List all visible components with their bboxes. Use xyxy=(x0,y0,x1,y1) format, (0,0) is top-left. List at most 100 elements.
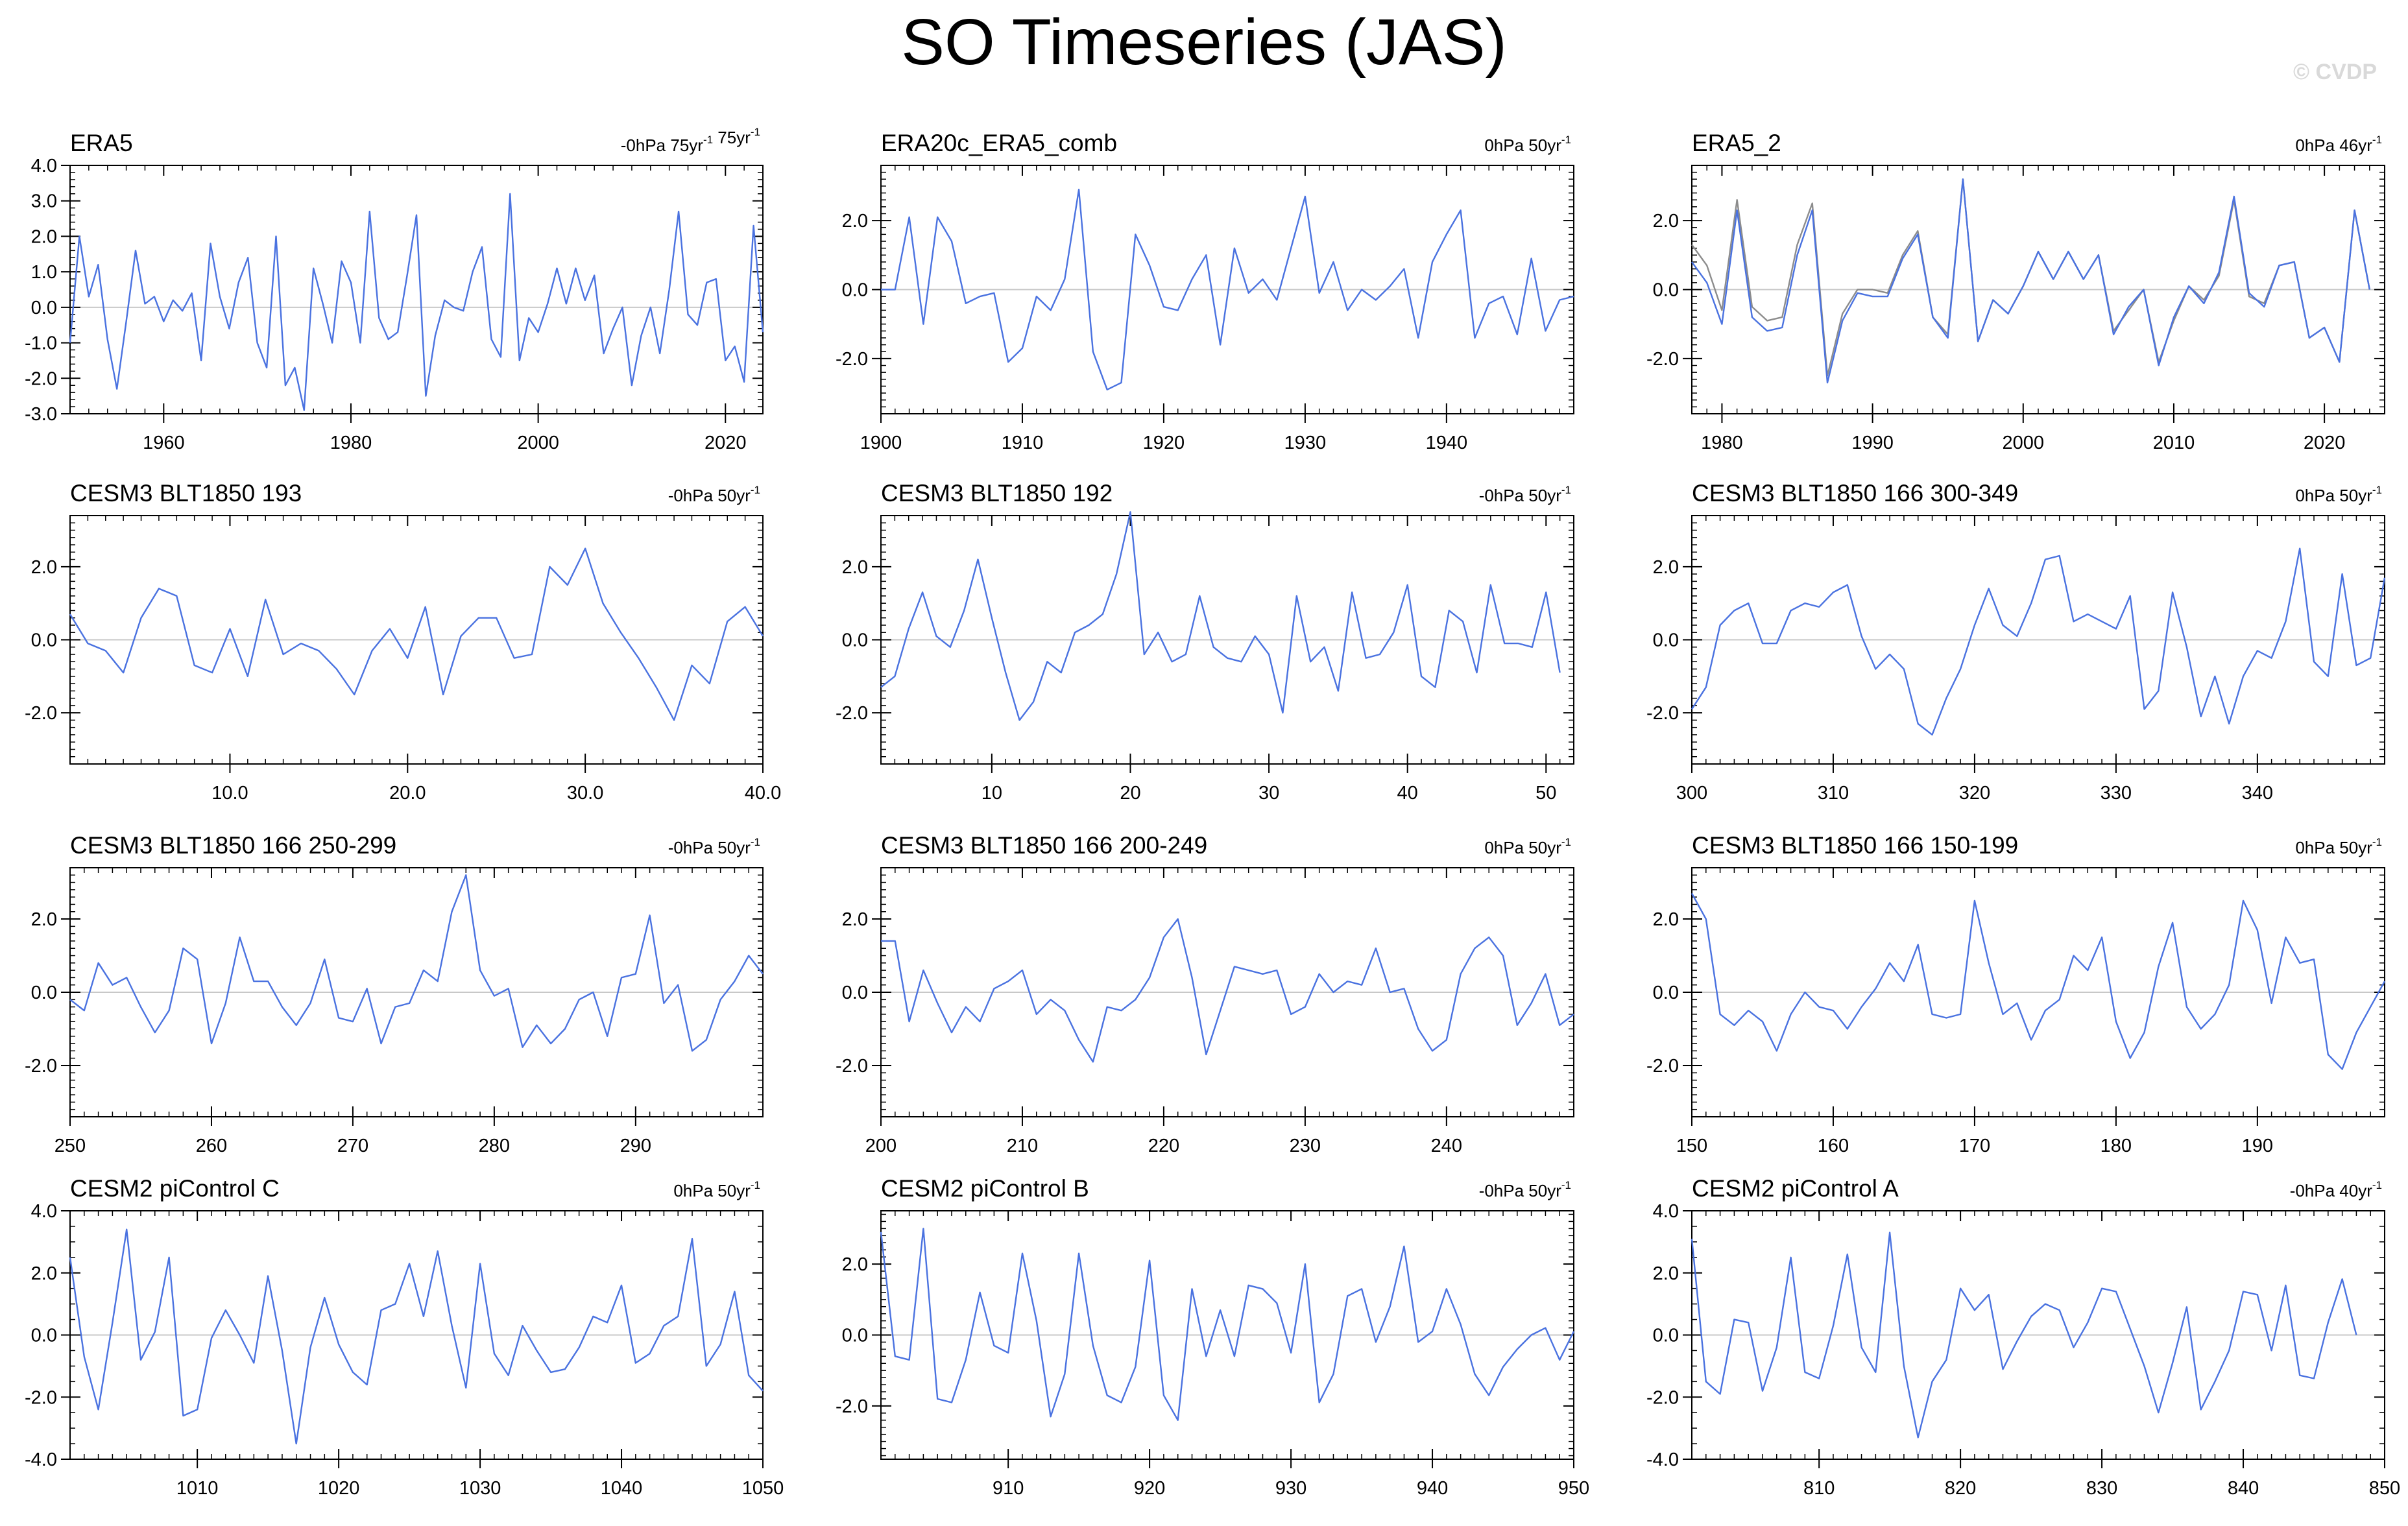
x-tick-label: 260 xyxy=(196,1136,227,1156)
panel-trend-info: -0hPa 50yr-1 xyxy=(668,484,760,505)
x-tick-label: 820 xyxy=(1945,1478,1976,1499)
x-tick-label: 910 xyxy=(993,1478,1024,1499)
x-tick-label: 1910 xyxy=(1002,433,1044,453)
x-tick-label: 830 xyxy=(2086,1478,2117,1499)
x-tick-label: 240 xyxy=(1431,1136,1462,1156)
x-tick-label: 50 xyxy=(1535,783,1556,804)
panel-trend-info: -0hPa 50yr-1 xyxy=(668,836,760,857)
y-tick-label: 2.0 xyxy=(31,226,57,247)
x-tick-label: 280 xyxy=(479,1136,510,1156)
x-tick-label: 940 xyxy=(1417,1478,1448,1499)
panel-trend-info: -0hPa 50yr-1 xyxy=(1479,484,1571,505)
panel-trend-info: -0hPa 75yr-1 75yr-1 xyxy=(621,126,760,155)
x-tick-label: 220 xyxy=(1148,1136,1179,1156)
x-tick-label: 160 xyxy=(1818,1136,1849,1156)
y-tick-label: -2.0 xyxy=(1646,1056,1679,1077)
x-tick-label: 920 xyxy=(1134,1478,1165,1499)
panel-title: ERA5 xyxy=(70,130,133,156)
panel-trend-info: 0hPa 46yr-1 xyxy=(2295,134,2382,155)
panel-title: CESM2 piControl C xyxy=(70,1175,280,1202)
series-line xyxy=(881,918,1574,1063)
panel-trend-info: -0hPa 40yr-1 xyxy=(2290,1179,2382,1200)
panel-title: CESM2 piControl B xyxy=(881,1175,1089,1202)
x-tick-label: 150 xyxy=(1676,1136,1707,1156)
panel-trend-info: 0hPa 50yr-1 xyxy=(2295,836,2382,857)
chart-panel: CESM3 BLT1850 166 200-249 0hPa 50yr-1 -2.0… xyxy=(836,832,1574,1156)
panel-title: CESM2 piControl A xyxy=(1692,1175,1899,1202)
cvdp-watermark: © CVDP xyxy=(2293,60,2377,84)
x-tick-label: 1020 xyxy=(318,1478,360,1499)
y-tick-label: 0.0 xyxy=(1653,1326,1679,1346)
y-tick-label: 0.0 xyxy=(842,630,868,651)
y-tick-label: 0.0 xyxy=(31,983,57,1003)
y-tick-label: 2.0 xyxy=(842,1254,868,1275)
x-tick-label: 2020 xyxy=(704,433,747,453)
series-line xyxy=(1691,547,2386,736)
x-tick-label: 290 xyxy=(620,1136,651,1156)
x-tick-label: 950 xyxy=(1558,1478,1589,1499)
x-tick-label: 310 xyxy=(1818,783,1849,804)
y-tick-label: 2.0 xyxy=(1653,557,1679,578)
x-tick-label: 340 xyxy=(2242,783,2273,804)
x-tick-label: 1920 xyxy=(1143,433,1185,453)
y-tick-label: 2.0 xyxy=(1653,211,1679,232)
y-tick-label: 0.0 xyxy=(31,1326,57,1346)
y-tick-label: 2.0 xyxy=(1653,1263,1679,1284)
x-tick-label: 2000 xyxy=(517,433,559,453)
chart-panel: ERA5_2 0hPa 46yr-1 -2.0 0.0 2.0 1980 1990 2000 2… xyxy=(1646,130,2385,453)
y-tick-label: 2.0 xyxy=(31,557,57,578)
series-line xyxy=(880,511,1561,721)
x-tick-label: 810 xyxy=(1803,1478,1835,1499)
panel-trend-info: 0hPa 50yr-1 xyxy=(1484,836,1571,857)
x-tick-label: 2020 xyxy=(2304,433,2346,453)
y-tick-label: 2.0 xyxy=(842,909,868,930)
chart-panel: CESM3 BLT1850 166 250-299 -0hPa 50yr-1 -2.… xyxy=(25,832,764,1156)
y-tick-label: -2.0 xyxy=(25,1056,57,1077)
x-tick-label: 1930 xyxy=(1284,433,1327,453)
y-tick-label: -2.0 xyxy=(25,1387,57,1408)
y-tick-label: 2.0 xyxy=(1653,909,1679,930)
x-tick-label: 300 xyxy=(1676,783,1707,804)
series-line xyxy=(1691,892,2386,1070)
series-line xyxy=(880,1228,1575,1422)
chart-panel: CESM3 BLT1850 166 300-349 0hPa 50yr-1 -2.0… xyxy=(1646,480,2386,804)
panel-title: CESM3 BLT1850 166 200-249 xyxy=(881,832,1207,859)
panel-title: CESM3 BLT1850 166 250-299 xyxy=(70,832,396,859)
y-tick-label: -2.0 xyxy=(1646,349,1679,370)
x-tick-label: 2010 xyxy=(2153,433,2195,453)
series-line xyxy=(1691,178,2370,377)
chart-panel: CESM2 piControl B -0hPa 50yr-1 -2.0 0.0 2.0 9… xyxy=(836,1175,1589,1499)
x-tick-label: 210 xyxy=(1007,1136,1038,1156)
y-tick-label: 0.0 xyxy=(1653,983,1679,1003)
x-tick-label: 10.0 xyxy=(211,783,248,804)
series-line xyxy=(1691,1232,2357,1438)
y-tick-label: -2.0 xyxy=(25,703,57,724)
x-tick-label: 2000 xyxy=(2003,433,2045,453)
panel-title: CESM3 BLT1850 166 300-349 xyxy=(1692,480,2018,507)
chart-panel: CESM2 piControl A -0hPa 40yr-1 -4.0 -2.0 0.0… xyxy=(1646,1175,2400,1499)
x-tick-label: 1990 xyxy=(1851,433,1894,453)
panel-title: ERA20c_ERA5_comb xyxy=(881,130,1117,156)
x-tick-label: 1010 xyxy=(176,1478,219,1499)
y-tick-label: -2.0 xyxy=(836,1396,868,1417)
plot-frame xyxy=(69,165,764,414)
panel-trend-info: 0hPa 50yr-1 xyxy=(1484,134,1571,155)
y-tick-label: 2.0 xyxy=(842,557,868,578)
x-tick-label: 930 xyxy=(1275,1478,1306,1499)
x-tick-label: 1900 xyxy=(860,433,902,453)
y-tick-label: 2.0 xyxy=(31,909,57,930)
series-line xyxy=(69,874,764,1052)
x-tick-label: 10 xyxy=(981,783,1002,804)
y-tick-label: 2.0 xyxy=(842,211,868,232)
chart-panel: CESM2 piControl C 0hPa 50yr-1 -4.0 -2.0 0.0 2… xyxy=(25,1175,784,1499)
panel-trend-info: -0hPa 50yr-1 xyxy=(1479,1179,1571,1200)
y-tick-label: 4.0 xyxy=(31,1201,57,1222)
y-tick-label: 0.0 xyxy=(31,630,57,651)
panel-title: CESM3 BLT1850 166 150-199 xyxy=(1692,832,2018,859)
y-tick-label: -4.0 xyxy=(1646,1449,1679,1470)
x-tick-label: 180 xyxy=(2101,1136,2132,1156)
series-line xyxy=(1691,178,2370,384)
y-tick-label: -2.0 xyxy=(1646,703,1679,724)
panel-title: ERA5_2 xyxy=(1692,130,1781,156)
